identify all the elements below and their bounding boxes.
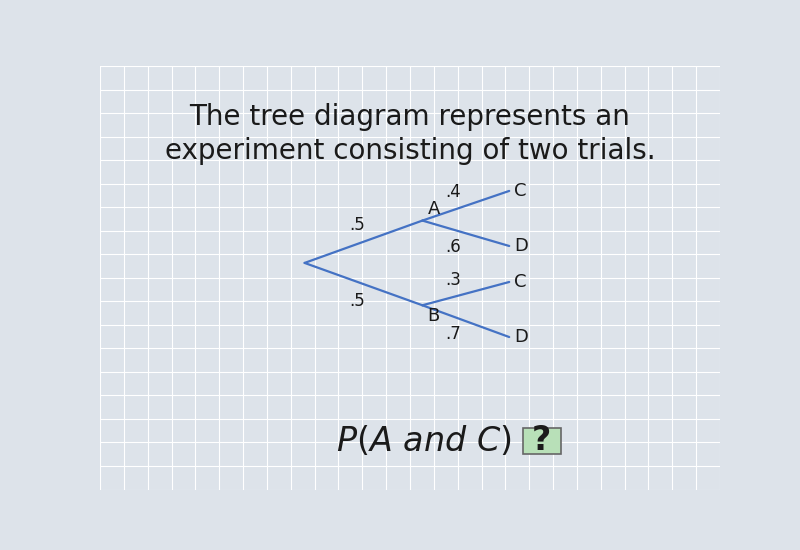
Text: .3: .3 <box>446 271 462 289</box>
Text: D: D <box>514 328 528 346</box>
Text: .5: .5 <box>350 216 365 234</box>
Text: .4: .4 <box>446 183 462 201</box>
Text: experiment consisting of two trials.: experiment consisting of two trials. <box>165 137 655 164</box>
Text: A: A <box>427 200 440 218</box>
Text: D: D <box>514 237 528 255</box>
Text: C: C <box>514 182 526 200</box>
Text: $P(A\ \mathit{and}\ C) = $: $P(A\ \mathit{and}\ C) = $ <box>336 424 546 458</box>
Text: ?: ? <box>532 424 551 457</box>
Text: .7: .7 <box>446 326 462 343</box>
FancyBboxPatch shape <box>523 428 561 454</box>
Text: .6: .6 <box>446 238 462 256</box>
Text: B: B <box>427 307 440 326</box>
Text: The tree diagram represents an: The tree diagram represents an <box>190 103 630 131</box>
Text: C: C <box>514 273 526 291</box>
Text: .5: .5 <box>350 292 365 310</box>
